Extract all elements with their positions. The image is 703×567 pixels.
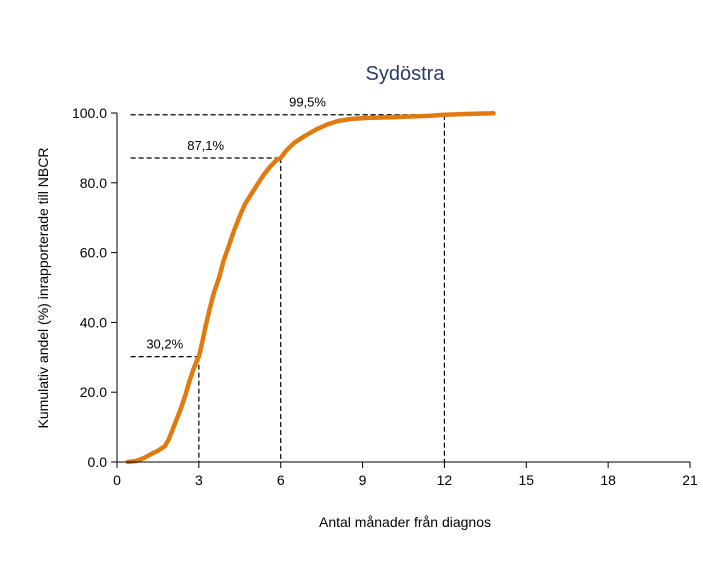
x-tick-label: 12 (437, 472, 453, 488)
y-tick-label: 80.0 (80, 175, 107, 191)
y-tick-label: 60.0 (80, 245, 107, 261)
y-ticks: 0.0 20.0 40.0 60.0 80.0 100.0 (72, 105, 117, 470)
y-tick-label: 0.0 (88, 454, 108, 470)
x-tick-label: 3 (195, 472, 203, 488)
y-tick-label: 40.0 (80, 314, 107, 330)
reference-label: 99,5% (289, 95, 326, 110)
axes (116, 113, 690, 463)
reference-label: 30,2% (146, 337, 183, 352)
annotations: 30,2% 87,1% 99,5% (146, 95, 326, 352)
x-tick-label: 0 (113, 472, 121, 488)
x-tick-label: 9 (359, 472, 367, 488)
reference-lines (130, 114, 446, 462)
x-tick-label: 6 (277, 472, 285, 488)
series-line (125, 111, 496, 465)
y-axis-title: Kumulativ andel (%) inrapporterade till … (35, 148, 51, 429)
chart-title: Sydöstra (366, 63, 446, 85)
x-tick-label: 18 (600, 472, 616, 488)
y-tick-label: 20.0 (80, 384, 107, 400)
x-tick-label: 15 (518, 472, 534, 488)
y-tick-label: 100.0 (72, 105, 107, 121)
x-axis-title: Antal månader från diagnos (319, 514, 491, 530)
series-group (125, 111, 496, 465)
reference-label: 87,1% (187, 138, 224, 153)
x-ticks: 0 3 6 9 12 15 18 21 (113, 462, 698, 488)
x-tick-label: 21 (682, 472, 698, 488)
